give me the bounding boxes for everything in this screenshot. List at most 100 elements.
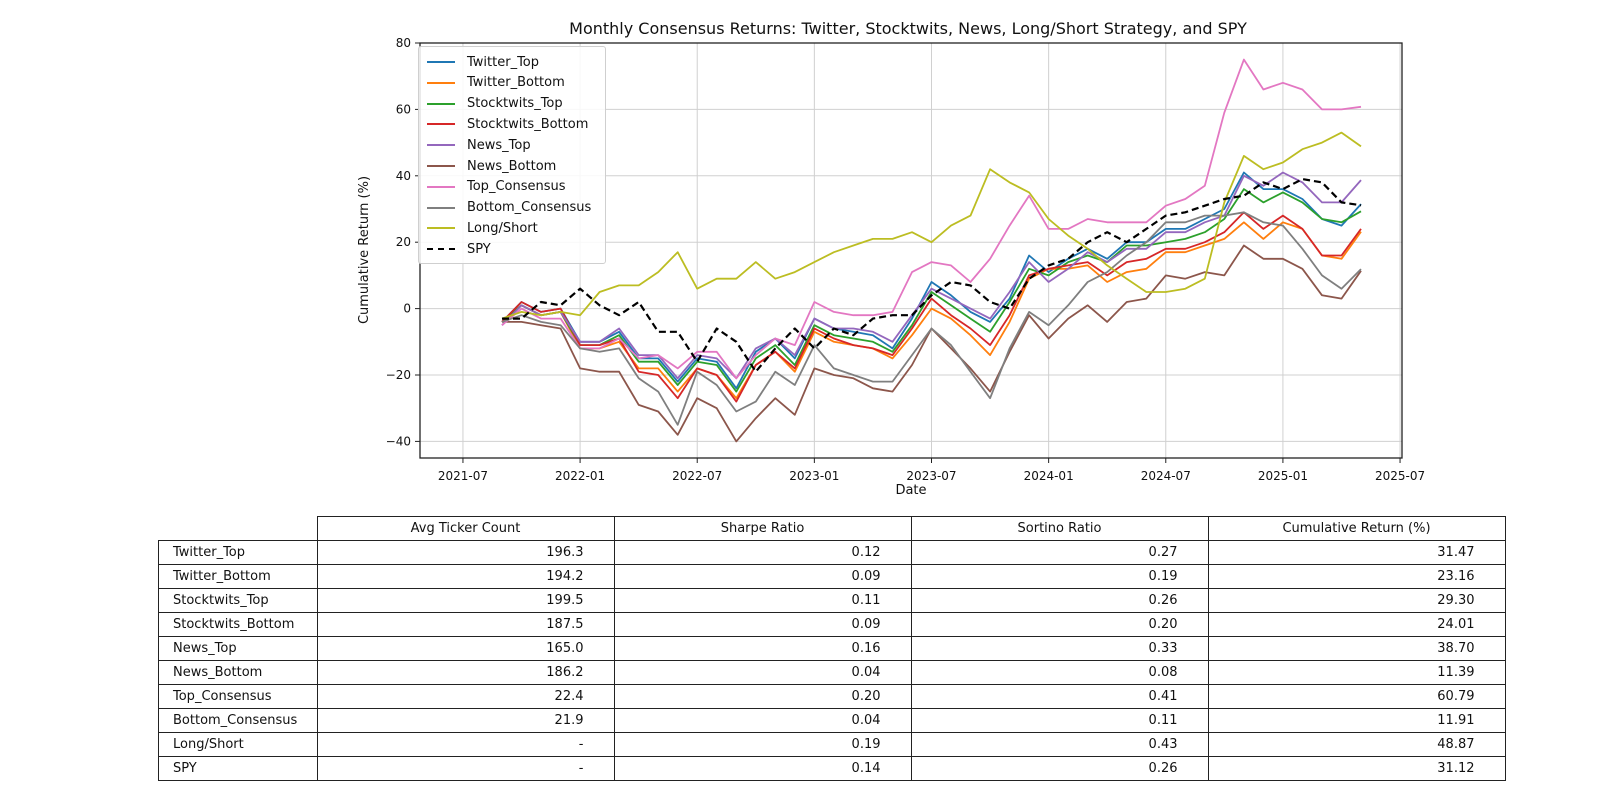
row-label: Twitter_Bottom: [158, 564, 318, 589]
legend-label: Twitter_Top: [467, 54, 540, 70]
table-header-row: Avg Ticker Count Sharpe Ratio Sortino Ra…: [158, 516, 1506, 541]
legend-label: Top_Consensus: [467, 179, 566, 195]
series-line: [502, 178, 1362, 373]
legend-swatch: [427, 81, 455, 84]
legend-swatch: [427, 61, 455, 63]
series-lines: [501, 58, 1362, 443]
legend-label: Twitter_Bottom: [467, 75, 565, 91]
chart-legend: Twitter_Top Twitter_Bottom Stocktwits_Top S…: [418, 46, 606, 264]
sortino-ratio-cell: 0.33: [910, 636, 1209, 661]
x-axis-label: Date: [895, 483, 926, 498]
legend-swatch: [427, 102, 455, 105]
series-line: [501, 171, 1362, 380]
x-tick-label: 2021-07: [438, 469, 488, 483]
line-chart: Monthly Consensus Returns: Twitter, Stoc…: [357, 19, 1425, 498]
column-header: Sharpe Ratio: [613, 516, 912, 541]
x-tick-label: 2023-01: [789, 469, 839, 483]
series-line: [501, 211, 1362, 426]
y-tick-label: −20: [386, 368, 411, 382]
x-axis-ticks: 2021-07 2022-01 2022-07 2023-01 2023-07 2024-…: [438, 458, 1425, 483]
legend-label: Stocktwits_Bottom: [467, 116, 589, 132]
sharpe-ratio-cell: 0.16: [613, 636, 912, 661]
cumulative-return-cell: 24.01: [1207, 612, 1506, 637]
row-label: Twitter_Top: [158, 540, 318, 565]
cumulative-return-cell: 60.79: [1207, 684, 1506, 709]
x-tick-label: 2023-07: [906, 469, 956, 483]
stats-table: Avg Ticker Count Sharpe Ratio Sortino Ra…: [158, 516, 1506, 781]
sharpe-ratio-cell: 0.04: [613, 660, 912, 685]
x-tick-label: 2025-07: [1375, 469, 1425, 483]
table-row: Stocktwits_Top 199.5 0.11 0.26 29.30: [158, 588, 1506, 613]
table-row: News_Top 165.0 0.16 0.33 38.70: [158, 636, 1506, 661]
cumulative-return-cell: 11.91: [1207, 708, 1506, 733]
x-tick-label: 2022-01: [555, 469, 605, 483]
avg-ticker-count-cell: 194.2: [316, 564, 615, 589]
avg-ticker-count-cell: 21.9: [316, 708, 615, 733]
series-line: [501, 188, 1362, 393]
y-tick-label: 40: [396, 169, 411, 183]
sharpe-ratio-cell: 0.14: [613, 756, 912, 781]
series-line: [501, 131, 1362, 320]
legend-swatch: [427, 227, 455, 230]
row-label: Stocktwits_Top: [158, 588, 318, 613]
avg-ticker-count-cell: 22.4: [316, 684, 615, 709]
row-label: Bottom_Consensus: [158, 708, 318, 733]
sortino-ratio-cell: 0.26: [910, 756, 1209, 781]
avg-ticker-count-cell: -: [316, 732, 615, 757]
sharpe-ratio-cell: 0.09: [613, 612, 912, 637]
column-header: Avg Ticker Count: [316, 516, 615, 541]
y-tick-label: −40: [386, 434, 411, 448]
legend-swatch: [427, 248, 455, 251]
row-label: Top_Consensus: [158, 684, 318, 709]
legend-item: Twitter_Bottom: [427, 74, 565, 92]
table-row: News_Bottom 186.2 0.04 0.08 11.39: [158, 660, 1506, 685]
cumulative-return-cell: 38.70: [1207, 636, 1506, 661]
legend-label: Stocktwits_Top: [467, 96, 563, 112]
legend-item: News_Top: [427, 136, 531, 154]
x-tick-label: 2024-07: [1141, 469, 1191, 483]
series-line: [501, 58, 1362, 380]
legend-label: News_Top: [467, 137, 531, 153]
avg-ticker-count-cell: 196.3: [316, 540, 615, 565]
sharpe-ratio-cell: 0.09: [613, 564, 912, 589]
table-row: Stocktwits_Bottom 187.5 0.09 0.20 24.01: [158, 612, 1506, 637]
cumulative-return-cell: 11.39: [1207, 660, 1506, 685]
row-label: News_Bottom: [158, 660, 318, 685]
y-tick-label: 80: [396, 36, 411, 50]
table-row: Twitter_Top 196.3 0.12 0.27 31.47: [158, 540, 1506, 565]
series-line: [501, 211, 1362, 403]
avg-ticker-count-cell: 186.2: [316, 660, 615, 685]
legend-item: Stocktwits_Top: [427, 95, 563, 113]
avg-ticker-count-cell: 165.0: [316, 636, 615, 661]
legend-item: News_Bottom: [427, 157, 556, 175]
cumulative-return-cell: 48.87: [1207, 732, 1506, 757]
y-axis-label: Cumulative Return (%): [357, 176, 372, 324]
legend-label: Long/Short: [467, 220, 538, 236]
sortino-ratio-cell: 0.27: [910, 540, 1209, 565]
cumulative-return-cell: 31.12: [1207, 756, 1506, 781]
legend-label: SPY: [467, 241, 491, 257]
column-header: Cumulative Return (%): [1207, 516, 1506, 541]
x-tick-label: 2022-07: [672, 469, 722, 483]
legend-swatch: [427, 123, 455, 126]
series-line: [501, 171, 1362, 390]
avg-ticker-count-cell: 199.5: [316, 588, 615, 613]
row-label: Stocktwits_Bottom: [158, 612, 318, 637]
y-tick-label: 60: [396, 102, 411, 116]
legend-swatch: [427, 185, 455, 188]
legend-item: Top_Consensus: [427, 178, 566, 196]
table-row: Twitter_Bottom 194.2 0.09 0.19 23.16: [158, 564, 1506, 589]
legend-item: Bottom_Consensus: [427, 199, 591, 217]
legend-item: Stocktwits_Bottom: [427, 115, 588, 133]
sharpe-ratio-cell: 0.12: [613, 540, 912, 565]
cumulative-return-cell: 29.30: [1207, 588, 1506, 613]
legend-item: SPY: [427, 240, 491, 258]
column-header: Sortino Ratio: [910, 516, 1209, 541]
legend-label: News_Bottom: [467, 158, 557, 174]
series-line: [501, 221, 1362, 400]
row-label: SPY: [158, 756, 318, 781]
legend-swatch: [427, 206, 455, 209]
legend-swatch: [427, 165, 455, 167]
avg-ticker-count-cell: -: [316, 756, 615, 781]
y-tick-label: 20: [396, 235, 411, 249]
